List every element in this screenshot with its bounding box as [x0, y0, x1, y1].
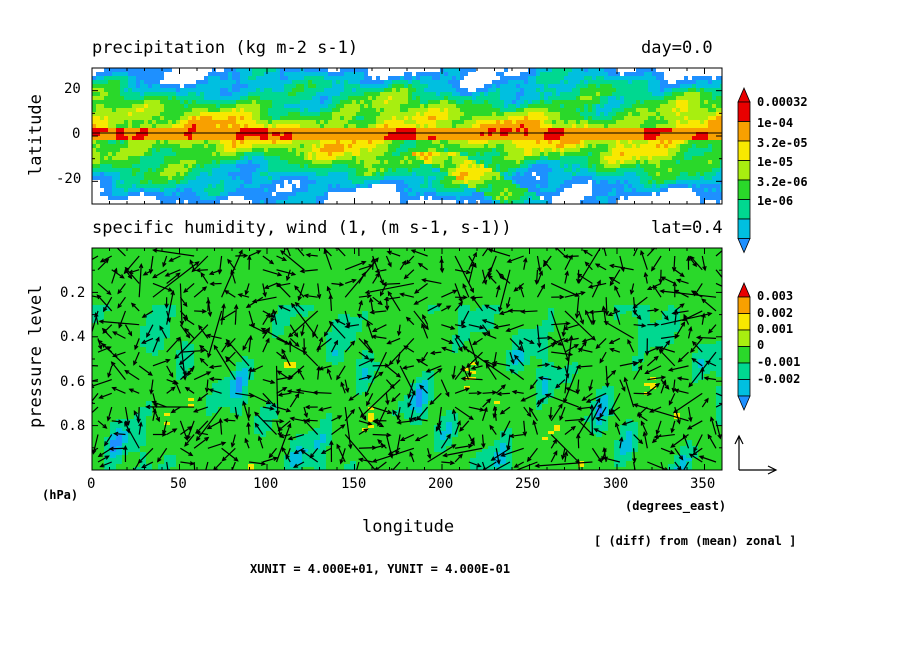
humidity-cb-label-4: -0.001	[757, 355, 801, 369]
ytick-p-02: 0.2	[60, 285, 86, 301]
humidity-title: specific humidity, wind (1, (m s-1, s-1)…	[92, 218, 512, 238]
xtick-300: 300	[603, 476, 629, 492]
units-line: XUNIT = 4.000E+01, YUNIT = 4.000E-01	[250, 562, 511, 576]
precip-cb-label-0: 0.00032	[757, 95, 808, 109]
colorbars	[737, 86, 751, 412]
ytick-lat-0: 0	[72, 126, 81, 142]
humidity-cb-label-2: 0.001	[757, 322, 794, 336]
ytick-p-04: 0.4	[60, 329, 86, 345]
xtick-50: 50	[170, 476, 187, 492]
ytick-p-08: 0.8	[60, 418, 86, 434]
xtick-200: 200	[428, 476, 454, 492]
precip-cb-label-1: 1e-04	[757, 116, 794, 130]
precip-colorbar	[737, 86, 751, 254]
axis-ticks	[91, 68, 723, 471]
precip-cb-label-5: 1e-06	[757, 194, 794, 208]
ytick-lat-20: 20	[64, 81, 81, 97]
zonal-note: [ (diff) from (mean) zonal ]	[594, 534, 797, 548]
lat-label: lat=0.4	[651, 218, 723, 238]
yunit-label: (hPa)	[42, 488, 79, 502]
xtick-100: 100	[253, 476, 279, 492]
humidity-cb-label-5: -0.002	[757, 372, 801, 386]
precip-ylabel: latitude	[26, 94, 46, 176]
reference-vector-icon	[734, 434, 778, 475]
day-label: day=0.0	[641, 38, 713, 58]
humidity-cb-label-1: 0.002	[757, 306, 794, 320]
humidity-ylabel: pressure level	[26, 284, 46, 428]
xtick-250: 250	[515, 476, 541, 492]
ytick-p-06: 0.6	[60, 374, 86, 390]
humidity-cb-label-0: 0.003	[757, 289, 794, 303]
precip-cb-label-2: 3.2e-05	[757, 136, 808, 150]
precip-cb-label-3: 1e-05	[757, 155, 794, 169]
humidity-colorbar	[737, 281, 751, 412]
wind-vectors	[92, 248, 722, 470]
precip-title: precipitation (kg m-2 s-1)	[92, 38, 359, 58]
xlabel: longitude	[362, 517, 455, 537]
precip-cb-label-4: 3.2e-06	[757, 175, 808, 189]
xtick-0: 0	[87, 476, 96, 492]
xtick-350: 350	[690, 476, 716, 492]
precipitation-field	[92, 68, 722, 204]
humidity-cb-label-3: 0	[757, 338, 765, 352]
xtick-150: 150	[341, 476, 367, 492]
ytick-lat-neg20: -20	[56, 171, 82, 187]
xunit-label: (degrees_east)	[625, 499, 727, 513]
